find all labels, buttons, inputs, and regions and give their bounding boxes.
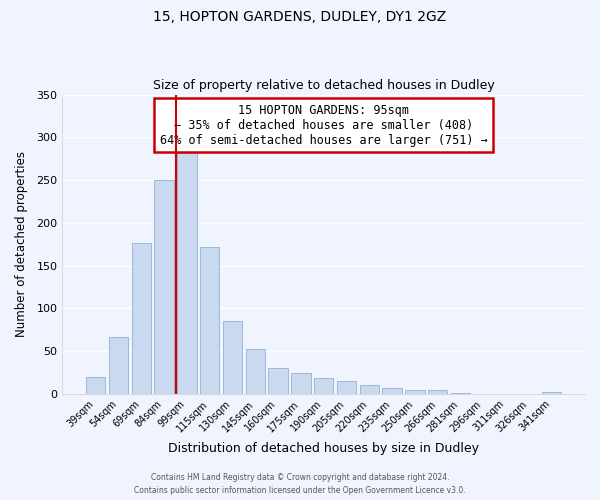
Bar (428, 390, 447, 394)
Bar (268, 368, 288, 394)
Title: Size of property relative to detached houses in Dudley: Size of property relative to detached ho… (153, 79, 494, 92)
Bar (405, 390, 425, 394)
Bar (109, 336, 128, 394)
Bar (542, 392, 561, 394)
Bar (200, 247, 220, 394)
Bar (359, 386, 379, 394)
Bar (131, 244, 151, 394)
Bar (245, 350, 265, 394)
Bar (314, 378, 334, 394)
Bar (291, 374, 311, 394)
Text: 15, HOPTON GARDENS, DUDLEY, DY1 2GZ: 15, HOPTON GARDENS, DUDLEY, DY1 2GZ (154, 10, 446, 24)
Bar (223, 321, 242, 394)
Bar (451, 393, 470, 394)
Y-axis label: Number of detached properties: Number of detached properties (15, 151, 28, 337)
Bar (86, 377, 106, 394)
X-axis label: Distribution of detached houses by size in Dudley: Distribution of detached houses by size … (168, 442, 479, 455)
Bar (382, 388, 402, 394)
Text: Contains HM Land Registry data © Crown copyright and database right 2024.
Contai: Contains HM Land Registry data © Crown c… (134, 474, 466, 495)
Text: 15 HOPTON GARDENS: 95sqm
← 35% of detached houses are smaller (408)
64% of semi-: 15 HOPTON GARDENS: 95sqm ← 35% of detach… (160, 104, 488, 146)
Bar (337, 381, 356, 394)
Bar (177, 152, 197, 394)
Bar (154, 180, 174, 394)
